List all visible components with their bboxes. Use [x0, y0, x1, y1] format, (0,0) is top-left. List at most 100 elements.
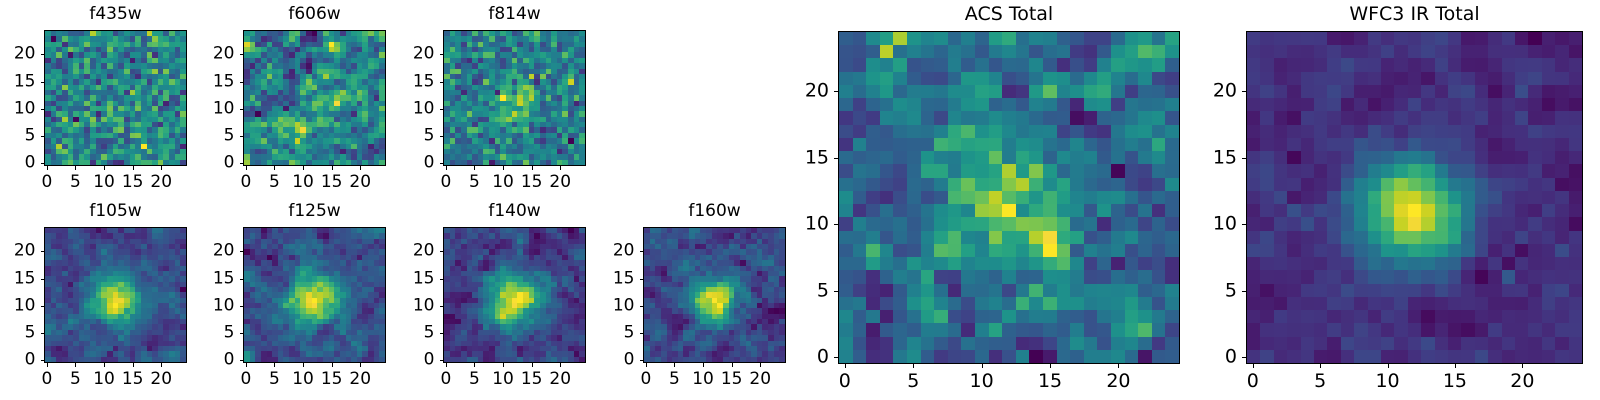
x-ticklabel-f160w-0: 0: [640, 368, 652, 389]
y-ticklabel-f435w-5: 5: [24, 125, 36, 146]
panel-wfc3_ir_total: WFC3 IR Total 0 5 10 15 20 0 5 10 15 20: [1213, 5, 1583, 391]
y-ticklabel-f435w-0: 0: [24, 152, 36, 173]
y-ticklabel-f160w-10: 10: [612, 295, 635, 316]
y-ticklabel-wfc3_ir_total-10: 10: [1212, 212, 1237, 235]
x-tick-acs_total-5: [913, 364, 915, 368]
y-ticklabel-f125w-0: 0: [223, 349, 235, 370]
x-tick-wfc3_ir_total-20: [1522, 364, 1524, 368]
x-ticklabel-wfc3_ir_total-0: 0: [1246, 370, 1259, 392]
panel-f140w: f140w 0 5 10 15 20 0 5 10 15 20: [413, 203, 586, 387]
panel-title-acs_total: ACS Total: [964, 3, 1054, 25]
x-tick-f125w-15: [331, 363, 333, 367]
x-ticklabel-f814w-15: 15: [520, 171, 543, 192]
y-ticklabel-f140w-20: 20: [412, 240, 435, 261]
y-ticklabel-wfc3_ir_total-15: 15: [1212, 146, 1237, 169]
x-tick-f435w-0: [46, 166, 48, 170]
x-tick-f814w-10: [503, 166, 505, 170]
y-ticklabel-acs_total-15: 15: [804, 146, 829, 169]
y-tick-f814w-20: [439, 54, 443, 56]
x-tick-f125w-20: [360, 363, 362, 367]
y-tick-f160w-10: [639, 305, 643, 307]
y-ticklabel-f435w-20: 20: [13, 43, 36, 64]
y-ticklabel-f160w-0: 0: [623, 349, 635, 370]
x-tick-f606w-20: [360, 166, 362, 170]
x-tick-acs_total-10: [981, 364, 983, 368]
y-ticklabel-f435w-15: 15: [13, 71, 36, 92]
x-tick-acs_total-0: [844, 364, 846, 368]
x-ticklabel-acs_total-10: 10: [969, 370, 994, 392]
y-tick-f105w-10: [40, 305, 44, 307]
x-ticklabel-f814w-10: 10: [492, 171, 514, 192]
x-ticklabel-f814w-5: 5: [469, 171, 480, 192]
x-ticklabel-wfc3_ir_total-20: 20: [1510, 370, 1535, 392]
y-tick-acs_total-15: [834, 157, 838, 159]
panel-f606w: f606w 0 5 10 15 20 0 5 10 15 20: [213, 6, 386, 190]
x-ticklabel-f160w-15: 15: [720, 368, 743, 389]
x-ticklabel-f606w-10: 10: [292, 171, 314, 192]
x-tick-f125w-0: [245, 363, 247, 367]
x-ticklabel-f140w-0: 0: [440, 368, 452, 389]
y-tick-f435w-15: [40, 81, 44, 83]
y-tick-f125w-5: [239, 333, 243, 335]
y-ticklabel-f814w-5: 5: [423, 125, 435, 146]
x-ticklabel-f125w-5: 5: [269, 368, 280, 389]
y-ticklabel-f140w-15: 15: [412, 268, 435, 289]
x-ticklabel-f814w-20: 20: [549, 171, 572, 192]
y-tick-f125w-0: [239, 360, 243, 362]
x-tick-f140w-20: [560, 363, 562, 367]
y-tick-f435w-20: [40, 54, 44, 56]
x-tick-f814w-20: [560, 166, 562, 170]
x-tick-f105w-20: [161, 363, 163, 367]
y-tick-f606w-0: [239, 163, 243, 165]
x-tick-f606w-5: [274, 166, 276, 170]
y-tick-f160w-0: [639, 360, 643, 362]
heatmap-f140w: [443, 227, 586, 363]
y-ticklabel-wfc3_ir_total-20: 20: [1212, 79, 1237, 102]
y-tick-wfc3_ir_total-10: [1242, 224, 1246, 226]
x-tick-f435w-20: [161, 166, 163, 170]
x-ticklabel-f606w-0: 0: [240, 171, 252, 192]
heatmap-f125w: [243, 227, 386, 363]
x-tick-f435w-5: [75, 166, 77, 170]
x-ticklabel-f435w-5: 5: [70, 171, 81, 192]
y-tick-f606w-5: [239, 136, 243, 138]
x-tick-f160w-20: [760, 363, 762, 367]
panel-title-f140w: f140w: [488, 201, 541, 221]
x-tick-f105w-5: [75, 363, 77, 367]
y-tick-f105w-5: [40, 333, 44, 335]
y-ticklabel-f105w-20: 20: [13, 240, 36, 261]
x-tick-acs_total-20: [1118, 364, 1120, 368]
x-tick-f140w-0: [445, 363, 447, 367]
y-ticklabel-f105w-10: 10: [13, 295, 36, 316]
x-tick-f105w-10: [104, 363, 106, 367]
x-tick-acs_total-15: [1050, 364, 1052, 368]
y-tick-wfc3_ir_total-0: [1242, 357, 1246, 359]
panel-title-f125w: f125w: [288, 201, 341, 221]
x-ticklabel-wfc3_ir_total-10: 10: [1375, 370, 1400, 392]
x-ticklabel-f105w-10: 10: [93, 368, 115, 389]
y-tick-f160w-5: [639, 333, 643, 335]
panel-f814w: f814w 0 5 10 15 20 0 5 10 15 20: [413, 6, 586, 190]
x-ticklabel-f606w-5: 5: [269, 171, 280, 192]
x-ticklabel-f160w-20: 20: [749, 368, 772, 389]
x-ticklabel-f105w-20: 20: [150, 368, 173, 389]
x-ticklabel-wfc3_ir_total-5: 5: [1314, 370, 1327, 392]
x-ticklabel-f435w-20: 20: [150, 171, 173, 192]
y-ticklabel-f606w-20: 20: [212, 43, 235, 64]
panel-title-f606w: f606w: [288, 4, 341, 24]
y-tick-f435w-0: [40, 163, 44, 165]
x-tick-f105w-0: [46, 363, 48, 367]
y-ticklabel-f160w-20: 20: [612, 240, 635, 261]
y-tick-f160w-15: [639, 278, 643, 280]
y-ticklabel-f125w-5: 5: [223, 322, 235, 343]
x-ticklabel-wfc3_ir_total-15: 15: [1442, 370, 1468, 392]
x-tick-f814w-15: [531, 166, 533, 170]
x-tick-f606w-15: [331, 166, 333, 170]
y-ticklabel-f140w-10: 10: [412, 295, 435, 316]
y-ticklabel-f105w-5: 5: [24, 322, 36, 343]
x-ticklabel-f125w-10: 10: [292, 368, 314, 389]
y-ticklabel-f105w-0: 0: [24, 349, 36, 370]
panel-title-f814w: f814w: [488, 4, 541, 24]
y-ticklabel-f125w-10: 10: [212, 295, 235, 316]
y-tick-acs_total-10: [834, 224, 838, 226]
